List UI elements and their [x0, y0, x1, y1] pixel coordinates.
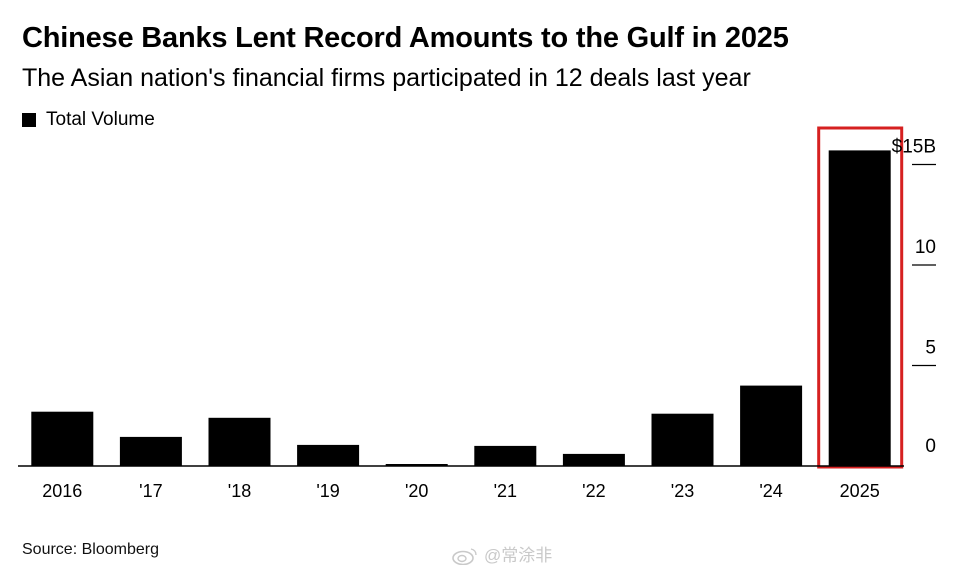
x-tick-label: '18 [228, 481, 251, 501]
legend-label: Total Volume [46, 109, 155, 130]
weibo-logo-icon [452, 548, 477, 565]
x-tick-label: '21 [494, 481, 517, 501]
y-tick-label: 5 [925, 338, 936, 359]
bar-23 [651, 413, 714, 466]
highlight-box [817, 126, 904, 469]
bar-17 [119, 436, 182, 466]
x-tick-label: '20 [405, 481, 428, 501]
bar-2025 [828, 150, 891, 466]
x-tick-label: 2025 [840, 481, 880, 501]
legend-swatch [22, 113, 36, 127]
bar-2016 [31, 411, 94, 466]
watermark-text: @常涂非 [484, 546, 553, 565]
y-tick-label: 0 [925, 436, 936, 457]
bar-20 [385, 464, 448, 466]
chart-title: Chinese Banks Lent Record Amounts to the… [22, 22, 789, 54]
y-tick-label: $15B [892, 137, 936, 158]
x-tick-label: 2016 [42, 481, 82, 501]
chart-subtitle: The Asian nation's financial firms parti… [22, 64, 751, 92]
watermark: @常涂非 [452, 545, 552, 567]
bar-22 [562, 453, 625, 466]
x-tick-label: '19 [316, 481, 339, 501]
x-tick-label: '24 [759, 481, 782, 501]
legend: Total Volume [22, 108, 155, 132]
y-tick-label: 10 [915, 237, 936, 258]
source-note: Source: Bloomberg [22, 541, 159, 558]
bar-18 [208, 417, 271, 466]
x-tick-label: '22 [582, 481, 605, 501]
bar-19 [297, 444, 360, 466]
bar-24 [740, 385, 803, 466]
x-tick-label: '17 [139, 481, 162, 501]
x-tick-label: '23 [671, 481, 694, 501]
bar-21 [474, 445, 537, 466]
